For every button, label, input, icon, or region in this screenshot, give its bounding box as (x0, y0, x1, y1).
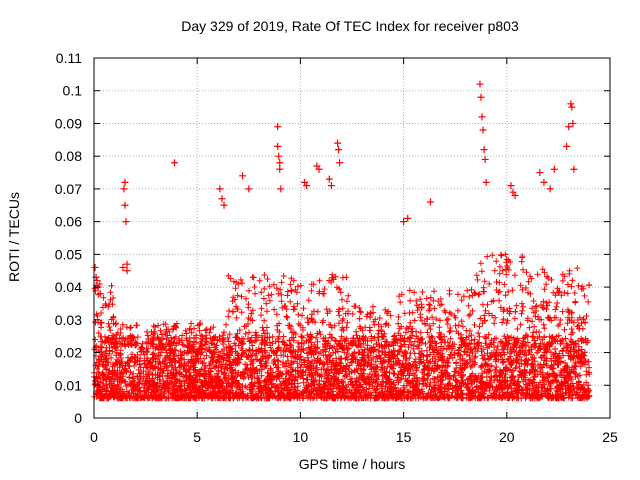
data-point (122, 218, 130, 226)
data-points (91, 80, 578, 298)
data-point (476, 80, 484, 88)
data-point (335, 146, 343, 154)
data-point (536, 169, 544, 177)
chart-title: Day 329 of 2019, Rate Of TEC Index for r… (181, 18, 519, 34)
data-point (334, 139, 342, 147)
data-point (507, 182, 515, 190)
y-tick-label: 0.01 (55, 377, 82, 393)
x-tick-label: 5 (193, 429, 201, 445)
data-point (482, 178, 490, 186)
x-tick-label: 25 (602, 429, 618, 445)
data-point (426, 198, 434, 206)
data-point (327, 182, 335, 190)
data-point (275, 152, 283, 160)
data-point (276, 159, 284, 167)
data-point (170, 159, 178, 167)
data-point (546, 185, 554, 193)
data-cloud-markers (91, 251, 593, 402)
data-point (325, 175, 333, 183)
plot-frame (93, 57, 611, 419)
data-point (274, 142, 282, 150)
data-point (570, 165, 578, 173)
x-tick-label: 10 (293, 429, 309, 445)
data-point (567, 100, 575, 108)
data-point (481, 155, 489, 163)
y-tick-label: 0.06 (55, 214, 82, 230)
y-tick-label: 0.11 (56, 50, 82, 66)
y-tick-label: 0.04 (55, 279, 82, 295)
data-point (96, 290, 104, 298)
y-tick-label: 0.02 (55, 345, 82, 361)
data-point (565, 123, 573, 131)
x-tick-label: 15 (396, 429, 412, 445)
data-point (220, 201, 228, 209)
x-tick-label: 20 (499, 429, 515, 445)
data-point (274, 123, 282, 131)
y-tick-label: 0.03 (55, 312, 82, 328)
data-point (477, 93, 485, 101)
y-tick-label: 0 (74, 410, 82, 426)
x-tick-label: 0 (90, 429, 98, 445)
y-tick-label: 0.1 (63, 83, 83, 99)
y-tick-label: 0.09 (55, 115, 82, 131)
y-tick-label: 0.05 (55, 246, 82, 262)
data-point (120, 185, 128, 193)
data-point (315, 165, 323, 173)
data-point (93, 277, 101, 285)
data-point (569, 119, 577, 127)
data-point (479, 126, 487, 134)
data-point (119, 263, 127, 271)
data-point (478, 113, 486, 121)
data-point (404, 214, 412, 222)
data-point (277, 185, 285, 193)
y-tick-label: 0.07 (55, 181, 82, 197)
axis-ticks: 0 0.01 0.02 0.03 0.04 0.05 0.06 0.07 0.08 0.09 0.1… (55, 50, 618, 445)
data-point (123, 267, 131, 275)
x-axis-label: GPS time / hours (298, 456, 406, 472)
data-point (563, 142, 571, 150)
data-point (91, 263, 99, 271)
dense-data-cloud (91, 251, 593, 402)
y-tick-label: 0.08 (55, 148, 82, 164)
data-point (568, 103, 576, 111)
data-point (303, 182, 311, 190)
data-point (336, 159, 344, 167)
data-point (216, 185, 224, 193)
data-point (550, 165, 558, 173)
data-point (218, 195, 226, 203)
data-point (121, 178, 129, 186)
data-point (511, 191, 519, 199)
data-point (121, 201, 129, 209)
data-point (540, 178, 548, 186)
data-point (123, 260, 131, 268)
data-point (239, 172, 247, 180)
data-point (480, 146, 488, 154)
data-point (245, 185, 253, 193)
data-point (276, 165, 284, 173)
data-point (400, 218, 408, 226)
